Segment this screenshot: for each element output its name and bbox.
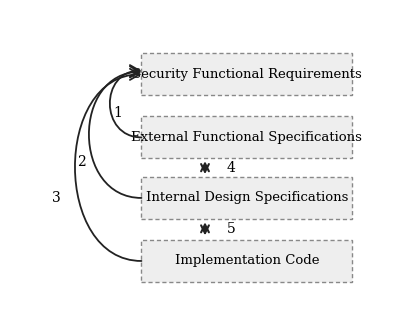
Text: 2: 2 bbox=[77, 155, 85, 169]
Text: External Functional Specifications: External Functional Specifications bbox=[132, 131, 362, 144]
Text: 1: 1 bbox=[114, 106, 123, 120]
FancyArrowPatch shape bbox=[89, 66, 142, 198]
Text: 3: 3 bbox=[52, 191, 60, 205]
FancyArrowPatch shape bbox=[75, 69, 142, 261]
Text: 4: 4 bbox=[227, 160, 236, 175]
Text: Implementation Code: Implementation Code bbox=[174, 255, 319, 267]
FancyArrowPatch shape bbox=[110, 65, 142, 137]
Polygon shape bbox=[142, 177, 352, 219]
Text: Security Functional Requirements: Security Functional Requirements bbox=[132, 68, 362, 81]
Text: 5: 5 bbox=[227, 222, 236, 236]
Text: Internal Design Specifications: Internal Design Specifications bbox=[146, 191, 348, 204]
Polygon shape bbox=[142, 53, 352, 95]
Polygon shape bbox=[142, 117, 352, 158]
Polygon shape bbox=[142, 240, 352, 282]
